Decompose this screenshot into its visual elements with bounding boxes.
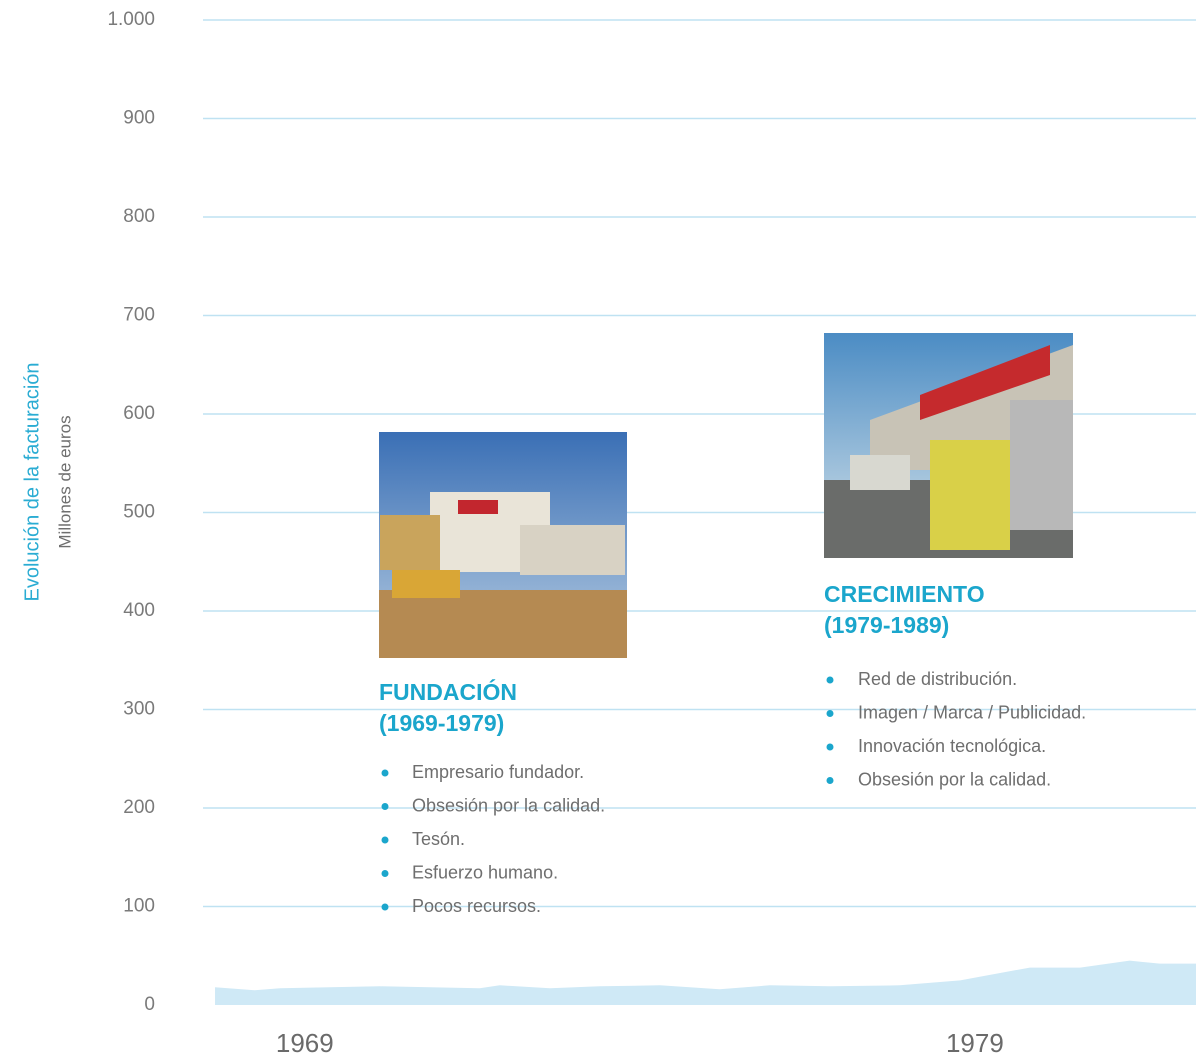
annotation-item: Imagen / Marca / Publicidad. [858,702,1086,722]
bullet [826,743,834,751]
annotation-title: (1979-1989) [824,612,949,638]
area [215,960,1196,1005]
annotation-item: Obsesión por la calidad. [412,795,605,815]
y-tick-label: 1.000 [107,9,155,30]
y-tick-label: 400 [123,600,155,621]
y-tick-label: 700 [123,305,155,326]
annotation-item: Red de distribución. [858,669,1017,689]
annotation-title: FUNDACIÓN [379,678,517,705]
bullet [381,903,389,911]
y-tick-label: 600 [123,403,155,424]
bullet [826,777,834,784]
x-tick-label: 1979 [946,1028,1004,1058]
y-axis-title: Evolución de la facturación [21,362,43,601]
y-tick-label: 500 [123,502,155,523]
annotation-item: Tesón. [412,829,465,849]
annotation-title: CRECIMIENTO [824,581,985,607]
annotation-item: Innovación tecnológica. [858,736,1046,756]
y-axis-subtitle: Millones de euros [55,415,74,548]
annotation-item: Esfuerzo humano. [412,862,558,882]
bullet [826,676,834,684]
x-tick-label: 1969 [276,1028,334,1058]
annotation-title: (1969-1979) [379,710,504,736]
annotation-item: Pocos recursos. [412,896,541,916]
y-tick-label: 100 [123,896,155,917]
annotation-item: Empresario fundador. [412,762,584,782]
photo-crecimiento [824,333,1073,558]
bullet [381,870,389,877]
bullet [381,836,389,844]
bullet [826,710,834,717]
photo-fundacion [379,432,627,658]
y-tick-label: 0 [144,994,155,1015]
bullet [381,803,389,810]
y-tick-label: 900 [123,108,155,129]
y-tick-label: 300 [123,699,155,720]
annotation-item: Obsesión por la calidad. [858,769,1051,789]
y-tick-label: 800 [123,206,155,227]
plot: 0 100 200 300 400 500 600 700 800 900 1.000 1969 197… [21,9,1196,1058]
bullet [381,769,389,777]
y-tick-label: 200 [123,797,155,818]
